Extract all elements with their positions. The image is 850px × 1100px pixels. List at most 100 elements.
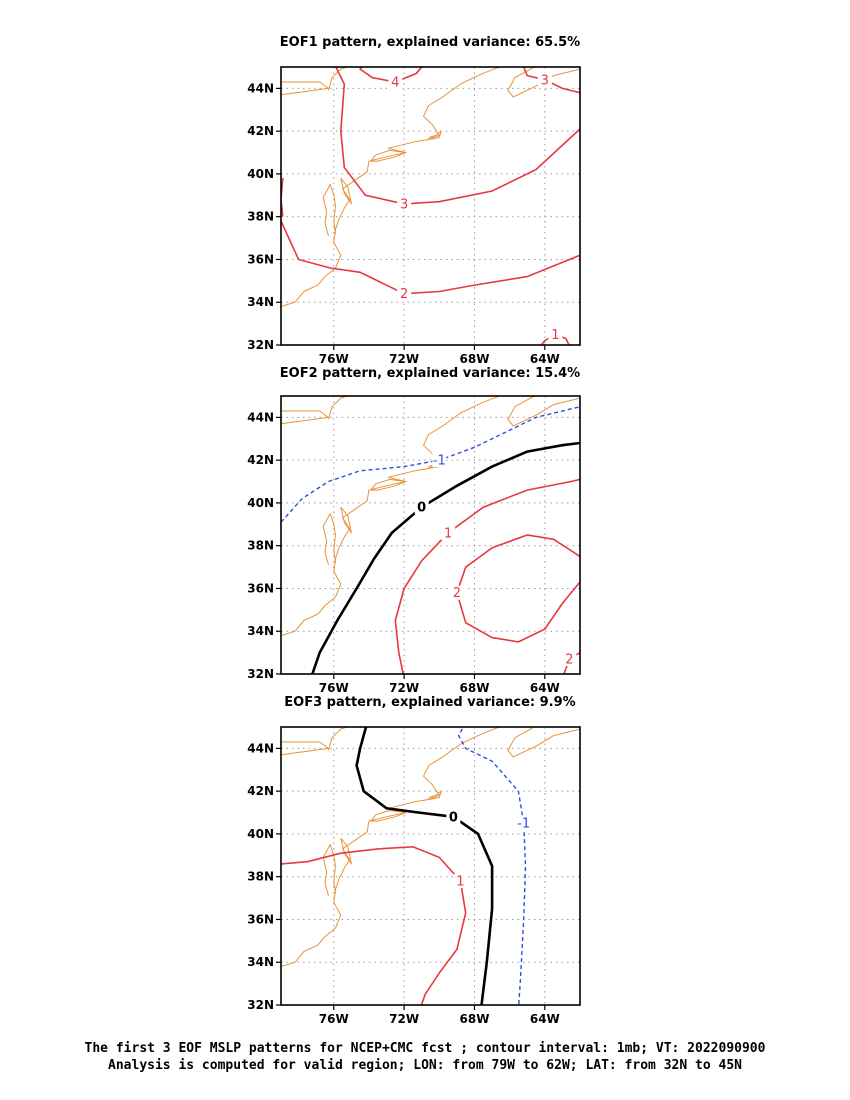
- map-frame: [280, 726, 581, 1006]
- lon-tick-label: 64W: [530, 681, 560, 695]
- coastline: [281, 727, 580, 967]
- panel-title: EOF3 pattern, explained variance: 9.9%: [284, 695, 575, 710]
- lon-tick-label: 72W: [389, 1012, 419, 1026]
- coastline-segment: [322, 184, 336, 237]
- contour-label: 4: [391, 75, 399, 90]
- lat-tick-label: 44N: [247, 410, 274, 424]
- caption-line-1: The first 3 EOF MSLP patterns for NCEP+C…: [84, 1041, 766, 1056]
- lon-tick-label: 68W: [460, 1012, 490, 1026]
- lat-tick-label: 40N: [247, 496, 274, 510]
- contour-line-pos: [281, 220, 580, 295]
- lat-tick-label: 40N: [247, 167, 274, 181]
- contour-line-zero: [310, 441, 580, 674]
- coastline-segment: [507, 727, 580, 758]
- coastline-segment: [340, 177, 352, 205]
- contour-label-bg: [548, 327, 563, 342]
- lon-tick-label: 72W: [389, 352, 419, 366]
- lat-tick-label: 42N: [247, 124, 274, 138]
- panel-title: EOF2 pattern, explained variance: 15.4%: [280, 366, 580, 381]
- lon-tick-label: 64W: [530, 352, 560, 366]
- lat-tick-label: 32N: [247, 338, 274, 352]
- coastline: [281, 396, 580, 636]
- coastline-segment: [370, 809, 407, 822]
- contour-label: 1: [456, 874, 464, 889]
- lon-tick-label: 68W: [460, 352, 490, 366]
- contour-label-bg: [432, 453, 447, 468]
- contour-label: 1: [444, 526, 452, 541]
- lat-tick-label: 34N: [247, 955, 274, 969]
- lat-tick-label: 36N: [247, 581, 274, 595]
- coastline-segment: [426, 130, 442, 141]
- contour-label-bg: [516, 816, 531, 831]
- contour-label-bg: [414, 500, 429, 515]
- contour-label: 3: [541, 73, 549, 88]
- coastline-segment: [426, 790, 442, 801]
- contour-label: -1: [433, 454, 446, 469]
- coastline-segment: [370, 149, 407, 162]
- coastline-segment: [370, 478, 407, 491]
- coastline-segment: [328, 396, 349, 420]
- coastline-segment: [281, 410, 329, 425]
- eof-panel-2: EOF2 pattern, explained variance: 15.4% 0…: [247, 366, 581, 695]
- contour-label: 0: [417, 501, 426, 516]
- coastline-segment: [281, 727, 502, 967]
- map-frame: [280, 66, 581, 346]
- contour-line-pos: [281, 845, 467, 1005]
- contours: 0 1 -1: [281, 727, 531, 1005]
- contour-line-pos: [456, 534, 580, 643]
- lat-tick-label: 38N: [247, 870, 274, 884]
- coastline-segment: [328, 67, 349, 91]
- lat-tick-label: 44N: [247, 81, 274, 95]
- coastline-segment: [281, 741, 329, 756]
- contour-label-bg: [537, 72, 552, 87]
- lat-tick-label: 44N: [247, 741, 274, 755]
- coastline-segment: [281, 396, 502, 636]
- contour-label: 3: [400, 197, 408, 212]
- contour-label: 2: [565, 653, 573, 668]
- lat-tick-label: 32N: [247, 998, 274, 1012]
- lon-tick-label: 72W: [389, 681, 419, 695]
- coastline-segment: [507, 396, 580, 427]
- contour-label-bg: [388, 74, 403, 89]
- contour-line-pos: [335, 67, 580, 205]
- lat-tick-label: 32N: [247, 667, 274, 681]
- gridlines: [281, 727, 580, 1005]
- panel-title: EOF1 pattern, explained variance: 65.5%: [280, 35, 580, 50]
- lon-tick-label: 76W: [319, 1012, 349, 1026]
- lon-tick-label: 68W: [460, 681, 490, 695]
- contour-line-neg: [457, 727, 527, 1005]
- lat-tick-label: 38N: [247, 539, 274, 553]
- contour-label: 1: [551, 328, 559, 343]
- contour-label-bg: [446, 809, 461, 824]
- lat-tick-label: 36N: [247, 912, 274, 926]
- lat-tick-label: 38N: [247, 210, 274, 224]
- eof-panel-3: EOF3 pattern, explained variance: 9.9% 0 1…: [247, 695, 581, 1026]
- contour-label: 0: [449, 810, 458, 825]
- contour-label-bg: [397, 286, 412, 301]
- coastline-segment: [281, 67, 502, 307]
- contour-line-neg: [281, 406, 580, 523]
- coastline-segment: [340, 506, 352, 534]
- contour-line-pos: [358, 67, 423, 83]
- coastline-segment: [322, 513, 336, 566]
- lon-tick-label: 76W: [319, 681, 349, 695]
- lat-tick-label: 34N: [247, 295, 274, 309]
- lat-tick-label: 40N: [247, 827, 274, 841]
- eof-panel-1: EOF1 pattern, explained variance: 65.5% 4…: [247, 35, 581, 366]
- gridlines: [281, 396, 580, 674]
- contour-label-bg: [562, 652, 577, 667]
- coastline-segment: [340, 837, 352, 865]
- coastline-segment: [281, 81, 329, 96]
- lon-tick-label: 64W: [530, 1012, 560, 1026]
- lat-tick-label: 36N: [247, 252, 274, 266]
- contours: 4 3 3 2 1: [281, 67, 580, 345]
- lon-tick-label: 76W: [319, 352, 349, 366]
- coastline-segment: [328, 727, 349, 751]
- caption-line-2: Analysis is computed for valid region; L…: [108, 1058, 742, 1073]
- contours: 0 1 2 2 -1: [281, 406, 580, 674]
- contour-label: 2: [400, 287, 408, 302]
- contour-line-pos: [394, 478, 580, 674]
- contour-label-bg: [397, 196, 412, 211]
- contour-line-pos: [281, 178, 284, 217]
